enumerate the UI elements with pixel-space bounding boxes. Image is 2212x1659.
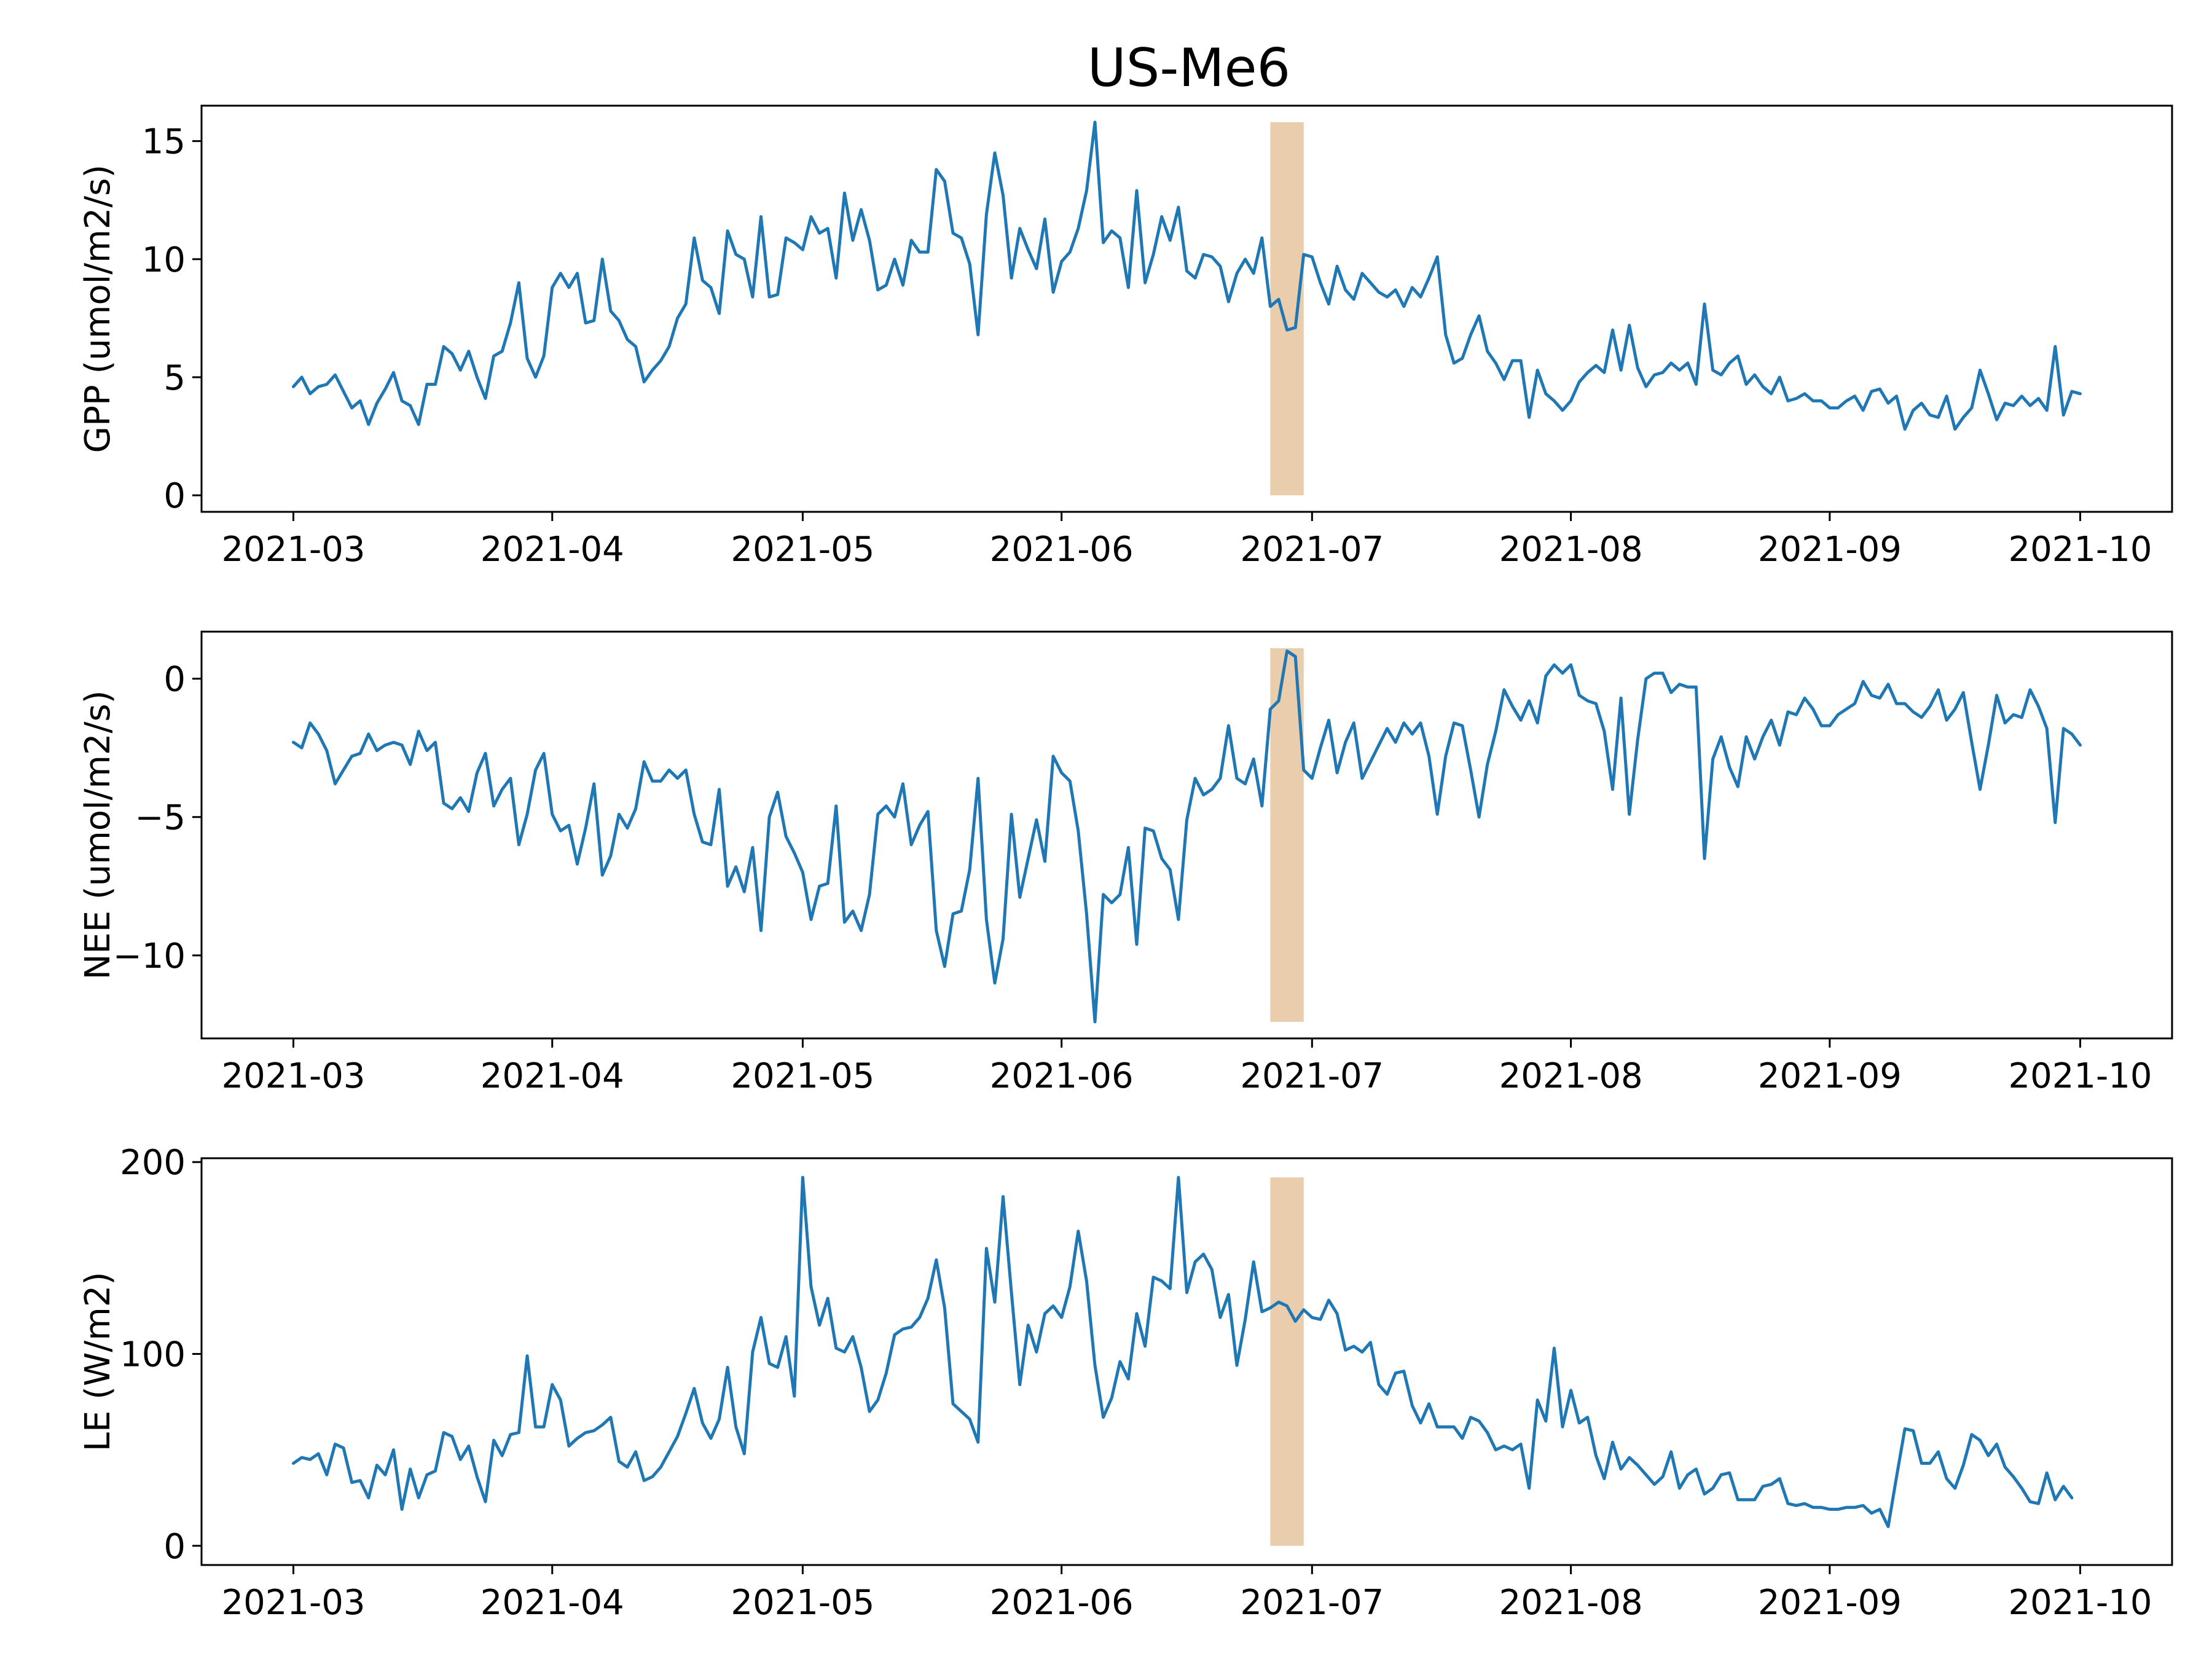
le-x-tick-label: 2021-09 (1758, 1583, 1902, 1623)
nee-series-line (292, 649, 2082, 1024)
le-y-tick-label: 200 (120, 1143, 186, 1183)
nee-y-axis-title: NEE (umol/m2/s) (78, 690, 118, 979)
le-axes-frame (200, 1157, 2173, 1566)
le-x-tick-label: 2021-10 (2009, 1583, 2152, 1623)
nee-x-tick-label: 2021-10 (2009, 1056, 2152, 1096)
gpp-x-tick-label: 2021-09 (1758, 530, 1902, 570)
le-y-axis-title: LE (W/m2) (78, 1272, 118, 1452)
le-panel: 2021-03 2021-04 2021-05 2021-06 2021-07 2021-… (78, 1143, 2173, 1623)
gpp-x-tick-label: 2021-08 (1499, 530, 1643, 570)
nee-x-tick-label: 2021-05 (731, 1056, 874, 1096)
gpp-x-tick-label: 2021-05 (731, 530, 874, 570)
nee-panel: 2021-03 2021-04 2021-05 2021-06 2021-07 2021-… (78, 630, 2173, 1096)
nee-y-tick-label: −5 (135, 798, 186, 838)
gpp-x-tick-label: 2021-03 (221, 530, 365, 570)
le-x-tick-label: 2021-07 (1240, 1583, 1384, 1623)
le-x-tick-label: 2021-06 (990, 1583, 1134, 1623)
nee-y-tick-label: −10 (113, 936, 186, 976)
gpp-panel: 2021-03 2021-04 2021-05 2021-06 2021-07 2021-… (78, 104, 2173, 570)
nee-x-tick-label: 2021-08 (1499, 1056, 1643, 1096)
plot-panels: 2021-03 2021-04 2021-05 2021-06 2021-07 2021-… (78, 104, 2173, 1623)
gpp-y-tick-label: 15 (142, 122, 186, 162)
le-x-tick-label: 2021-04 (480, 1583, 624, 1623)
le-series-line (292, 1175, 2074, 1528)
gpp-x-tick-label: 2021-07 (1240, 530, 1384, 570)
nee-y-tick-label: 0 (163, 660, 186, 700)
gpp-y-tick-label: 0 (163, 476, 186, 516)
gpp-y-axis-title: GPP (umol/m2/s) (78, 165, 118, 453)
nee-x-tick-label: 2021-03 (221, 1056, 365, 1096)
gpp-y-tick-label: 10 (142, 240, 186, 280)
le-x-tick-label: 2021-03 (221, 1583, 365, 1623)
gpp-x-tick-label: 2021-06 (990, 530, 1134, 570)
le-y-tick-label: 100 (120, 1335, 186, 1375)
gpp-axes-frame (200, 104, 2173, 513)
nee-x-tick-label: 2021-09 (1758, 1056, 1902, 1096)
nee-x-tick-label: 2021-04 (480, 1056, 624, 1096)
le-x-tick-label: 2021-08 (1499, 1583, 1643, 1623)
le-x-tick-label: 2021-05 (731, 1583, 874, 1623)
chart-title: US-Me6 (1088, 37, 1290, 99)
nee-x-tick-label: 2021-07 (1240, 1056, 1384, 1096)
gpp-x-tick-label: 2021-04 (480, 530, 624, 570)
gpp-series-line (292, 120, 2082, 431)
nee-x-tick-label: 2021-06 (990, 1056, 1134, 1096)
le-y-tick-label: 0 (163, 1527, 186, 1567)
gpp-x-tick-label: 2021-10 (2009, 530, 2152, 570)
le-highlight-band (1270, 1177, 1304, 1546)
nee-axes-frame (200, 630, 2173, 1040)
gpp-y-tick-label: 5 (163, 358, 186, 398)
